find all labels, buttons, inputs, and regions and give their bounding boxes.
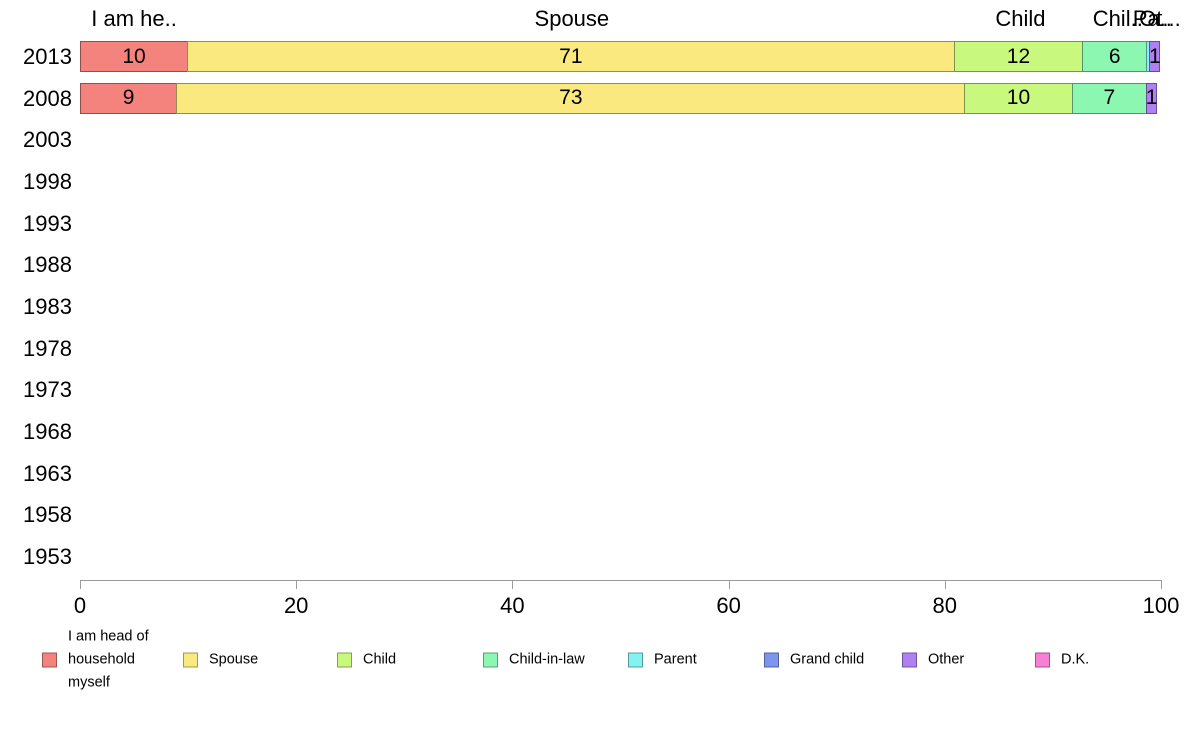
column-header-label: Spouse bbox=[534, 6, 610, 31]
segment-value-label: 7 bbox=[1103, 86, 1116, 110]
bar-segment-i-am-head-of-household-myself[interactable]: 9 bbox=[80, 82, 178, 114]
x-axis-tick-label: 100 bbox=[1142, 593, 1180, 618]
x-axis-tick-label: 60 bbox=[716, 593, 741, 618]
legend-swatch bbox=[183, 652, 198, 668]
legend-label: Grand child bbox=[790, 651, 865, 668]
column-header-label: Chil.. bbox=[1092, 6, 1143, 31]
segment-value-label: 73 bbox=[559, 86, 583, 110]
legend-swatch bbox=[483, 652, 498, 668]
legend-label: D.K. bbox=[1061, 651, 1090, 668]
y-axis-category-label: 1983 bbox=[23, 293, 72, 319]
x-axis-tick-label: 80 bbox=[932, 593, 958, 618]
x-axis-tick bbox=[512, 580, 514, 589]
segment-value-label: 6 bbox=[1108, 44, 1121, 68]
legend-label: Other bbox=[928, 651, 965, 668]
legend-label: Child bbox=[363, 651, 397, 668]
x-axis-tick-label: 0 bbox=[73, 593, 87, 618]
segment-value-label: 10 bbox=[1006, 86, 1031, 110]
bar-segment-child[interactable]: 12 bbox=[953, 41, 1084, 72]
y-axis-category-label: 1998 bbox=[23, 168, 72, 194]
legend-swatch bbox=[764, 652, 779, 668]
y-axis-category-label: 1953 bbox=[23, 543, 72, 569]
legend-label: Child-in-law bbox=[509, 651, 585, 668]
y-axis-category-label: 1993 bbox=[23, 210, 72, 236]
bar-segment-spouse[interactable]: 71 bbox=[187, 41, 955, 72]
x-axis-line bbox=[80, 580, 1162, 581]
bar-segment-child[interactable]: 10 bbox=[964, 82, 1073, 114]
x-axis-tick bbox=[296, 580, 298, 589]
legend-swatch bbox=[1035, 652, 1050, 668]
x-axis-tick bbox=[728, 580, 730, 589]
y-axis-category-label: 2013 bbox=[23, 44, 72, 69]
legend-item-child-in-law[interactable]: Child-in-law bbox=[483, 649, 585, 672]
bar-segment-spouse[interactable]: 73 bbox=[176, 82, 966, 114]
legend-label: Spouse bbox=[209, 651, 259, 668]
segment-value-label: 71 bbox=[559, 44, 583, 68]
legend-label: I am head of household myself bbox=[68, 628, 149, 691]
x-axis-tick bbox=[944, 580, 946, 589]
bar-segment-child-in-law[interactable]: 7 bbox=[1071, 82, 1148, 114]
legend-label: Parent bbox=[654, 651, 697, 668]
y-axis-category-label: 1973 bbox=[23, 377, 72, 403]
segment-value-label: 1 bbox=[1145, 86, 1158, 110]
y-axis-category-label: 1968 bbox=[23, 418, 72, 444]
legend-item-child[interactable]: Child bbox=[337, 649, 396, 672]
segment-value-label: 9 bbox=[122, 86, 135, 110]
column-header-label: I am he.. bbox=[91, 6, 177, 31]
x-axis-tick bbox=[80, 580, 81, 589]
legend-swatch bbox=[628, 652, 643, 668]
legend-item-grand-child[interactable]: Grand child bbox=[764, 649, 864, 672]
legend-swatch bbox=[337, 652, 352, 668]
column-header-label: Child bbox=[995, 6, 1046, 31]
bar-row: 10 71 12 6 1 bbox=[80, 41, 1161, 72]
segment-value-label: 12 bbox=[1006, 44, 1031, 68]
y-axis-category-label: 1958 bbox=[23, 502, 72, 528]
bar-segment-other[interactable]: 1 bbox=[1145, 82, 1158, 114]
x-axis-tick-label: 20 bbox=[283, 593, 309, 618]
column-header-label: Pa.. bbox=[1132, 6, 1172, 31]
y-axis-category-label: 1978 bbox=[23, 335, 72, 361]
legend-item-parent[interactable]: Parent bbox=[628, 649, 697, 672]
y-axis-category-label: 2003 bbox=[23, 127, 72, 153]
legend-swatch bbox=[902, 652, 917, 668]
x-axis-tick bbox=[1161, 580, 1162, 589]
bar-segment-i-am-head-of-household-myself[interactable]: 10 bbox=[80, 41, 189, 72]
column-header-label: Ot... bbox=[1139, 6, 1181, 31]
bar-segment-child-in-law[interactable]: 6 bbox=[1082, 41, 1148, 72]
y-axis-category-label: 1988 bbox=[23, 252, 72, 278]
y-axis-category-label: 1963 bbox=[23, 460, 72, 486]
legend-item-d-k[interactable]: D.K. bbox=[1035, 649, 1089, 672]
bar-row: 9 73 10 7 1 bbox=[80, 82, 1158, 114]
legend-item-i-am-head-of-household-myself[interactable]: I am head of household myself bbox=[42, 626, 174, 695]
y-axis-category-label: 2008 bbox=[23, 85, 72, 111]
segment-value-label: 1 bbox=[1149, 44, 1161, 68]
segment-value-label: 10 bbox=[122, 44, 146, 68]
x-axis-tick-label: 40 bbox=[500, 593, 525, 618]
legend-item-spouse[interactable]: Spouse bbox=[183, 649, 258, 672]
legend-item-other[interactable]: Other bbox=[902, 649, 964, 672]
bar-segment-other[interactable]: 1 bbox=[1149, 41, 1161, 72]
legend-swatch bbox=[42, 652, 57, 668]
